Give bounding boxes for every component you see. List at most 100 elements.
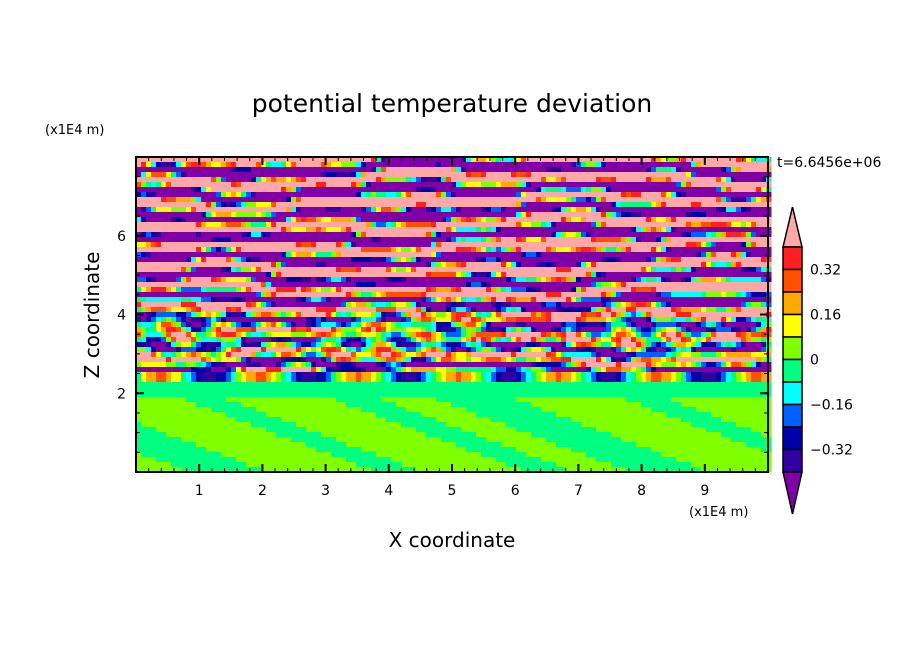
heatmap-cell <box>461 272 467 278</box>
heatmap-cell <box>636 157 642 163</box>
heatmap-cell <box>516 162 522 168</box>
heatmap-cell <box>271 322 277 328</box>
heatmap-cell <box>706 242 712 248</box>
heatmap-cell <box>446 302 452 308</box>
heatmap-cell <box>241 282 247 288</box>
heatmap-cell <box>521 187 527 193</box>
heatmap-cell <box>731 172 737 178</box>
heatmap-cell <box>146 327 152 333</box>
heatmap-cell <box>371 232 377 238</box>
heatmap-cell <box>401 242 407 248</box>
heatmap-cell <box>736 322 742 328</box>
heatmap-cell <box>186 197 192 203</box>
heatmap-cell <box>661 202 667 208</box>
heatmap-cell <box>426 327 432 333</box>
heatmap-cell <box>561 172 567 178</box>
heatmap-cell <box>191 327 197 333</box>
heatmap-cell <box>181 202 187 208</box>
heatmap-cell <box>341 352 347 358</box>
heatmap-cell <box>261 272 267 278</box>
heatmap-cell <box>236 352 242 358</box>
heatmap-cell <box>436 322 442 328</box>
heatmap-cell <box>646 337 652 343</box>
heatmap-cell <box>271 347 277 353</box>
heatmap-cell <box>651 232 657 238</box>
heatmap-cell <box>221 267 227 273</box>
heatmap-cell <box>321 202 327 208</box>
heatmap-cell <box>356 322 362 328</box>
heatmap-cell <box>391 192 397 198</box>
heatmap-cell <box>466 257 472 263</box>
heatmap-cell <box>556 277 562 283</box>
heatmap-cell <box>141 217 147 223</box>
heatmap-cell <box>271 312 277 318</box>
heatmap-cell <box>546 157 552 163</box>
heatmap-cell <box>696 272 702 278</box>
heatmap-cell <box>516 337 522 343</box>
heatmap-cell <box>706 207 712 213</box>
heatmap-cell <box>591 277 597 283</box>
heatmap-cell <box>701 327 707 333</box>
heatmap-cell <box>186 262 192 268</box>
heatmap-cell <box>206 197 212 203</box>
heatmap-cell <box>741 182 747 188</box>
heatmap-cell <box>546 192 552 198</box>
heatmap-cell <box>371 187 377 193</box>
heatmap-cell <box>426 272 432 278</box>
heatmap-cell <box>666 267 672 273</box>
heatmap-cell <box>206 352 212 358</box>
heatmap-cell <box>546 252 552 258</box>
heatmap-cell <box>466 222 472 228</box>
heatmap-cell <box>206 237 212 243</box>
heatmap-cell <box>246 207 252 213</box>
heatmap-cell <box>601 202 607 208</box>
heatmap-cell <box>671 287 677 293</box>
heatmap-cell <box>376 277 382 283</box>
heatmap-cell <box>631 242 637 248</box>
heatmap-cell <box>181 292 187 298</box>
heatmap-cell <box>261 297 267 303</box>
heatmap-cell <box>636 262 642 268</box>
heatmap-cell <box>331 217 337 223</box>
heatmap-cell <box>386 197 392 203</box>
heatmap-cell <box>311 172 317 178</box>
heatmap-cell <box>406 187 412 193</box>
heatmap-cell <box>566 242 572 248</box>
heatmap-cell <box>651 307 657 313</box>
heatmap-cell <box>736 252 742 258</box>
heatmap-cell <box>156 222 162 228</box>
heatmap-cell <box>701 292 707 298</box>
heatmap-cell <box>486 312 492 318</box>
heatmap-cell <box>496 207 502 213</box>
heatmap-cell <box>276 227 282 233</box>
heatmap-cell <box>456 342 462 348</box>
heatmap-cell <box>136 297 142 303</box>
heatmap-cell <box>276 177 282 183</box>
heatmap-cell <box>311 352 317 358</box>
heatmap-cell <box>721 272 727 278</box>
heatmap-cell <box>201 312 207 318</box>
heatmap-cell <box>546 282 552 288</box>
heatmap-cell <box>341 192 347 198</box>
heatmap-cell <box>466 337 472 343</box>
heatmap-cell <box>161 292 167 298</box>
heatmap-cell <box>636 232 642 238</box>
heatmap-cell <box>171 247 177 253</box>
heatmap-cell <box>476 337 482 343</box>
heatmap-cell <box>261 307 267 313</box>
heatmap-cell <box>566 282 572 288</box>
heatmap-cell <box>741 327 747 333</box>
heatmap-cell <box>426 192 432 198</box>
heatmap-cell <box>326 272 332 278</box>
heatmap-cell <box>256 222 262 228</box>
heatmap-cell <box>381 332 387 338</box>
heatmap-cell <box>401 282 407 288</box>
heatmap-cell <box>651 237 657 243</box>
heatmap-cell <box>706 277 712 283</box>
heatmap-cell <box>606 157 612 163</box>
heatmap-cell <box>466 302 472 308</box>
heatmap-cell <box>541 342 547 348</box>
heatmap-cell <box>686 192 692 198</box>
heatmap-cell <box>761 252 767 258</box>
heatmap-cell <box>356 312 362 318</box>
